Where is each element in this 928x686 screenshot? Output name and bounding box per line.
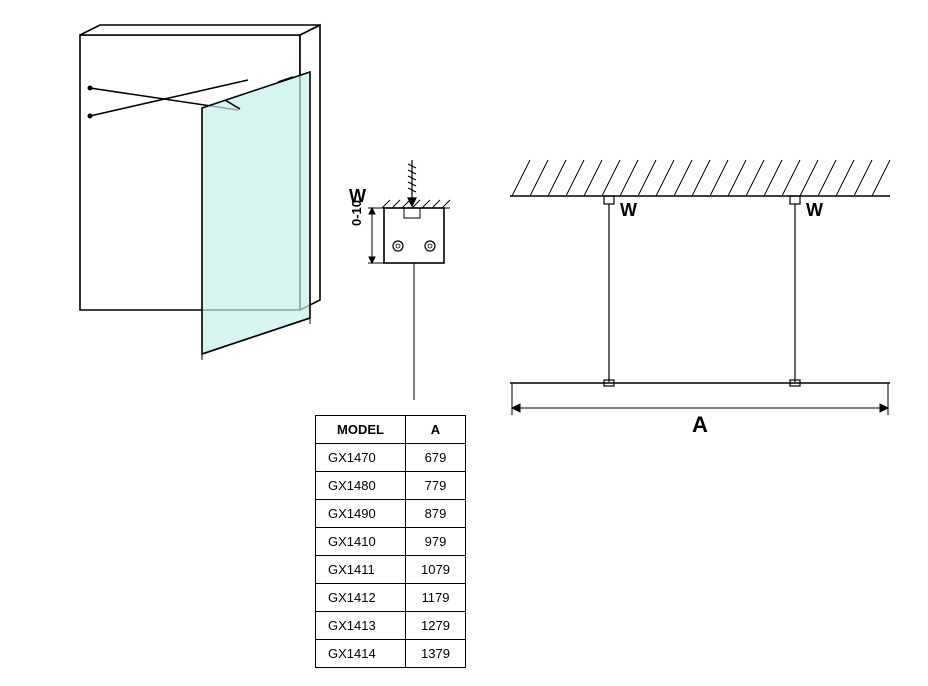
table-row: GX1490879: [316, 500, 466, 528]
col-A: A: [406, 416, 466, 444]
top-view: [500, 150, 910, 440]
iso-view: [20, 10, 360, 370]
top-W-left-label: W: [620, 200, 637, 221]
col-model: MODEL: [316, 416, 406, 444]
bracket-dim-label: 0-10: [349, 200, 364, 226]
table-header-row: MODEL A: [316, 416, 466, 444]
model-table: MODEL A GX1470679 GX1480779 GX1490879 GX…: [315, 415, 466, 668]
table-row: GX14121179: [316, 584, 466, 612]
span-A-label: A: [692, 412, 708, 438]
technical-drawing: W 0-10: [0, 0, 928, 686]
top-W-right-label: W: [806, 200, 823, 221]
table-row: GX14131279: [316, 612, 466, 640]
table-row: GX1470679: [316, 444, 466, 472]
table-row: GX1410979: [316, 528, 466, 556]
table-body: GX1470679 GX1480779 GX1490879 GX1410979 …: [316, 444, 466, 668]
table-row: GX1480779: [316, 472, 466, 500]
table-row: GX14111079: [316, 556, 466, 584]
table-row: GX14141379: [316, 640, 466, 668]
